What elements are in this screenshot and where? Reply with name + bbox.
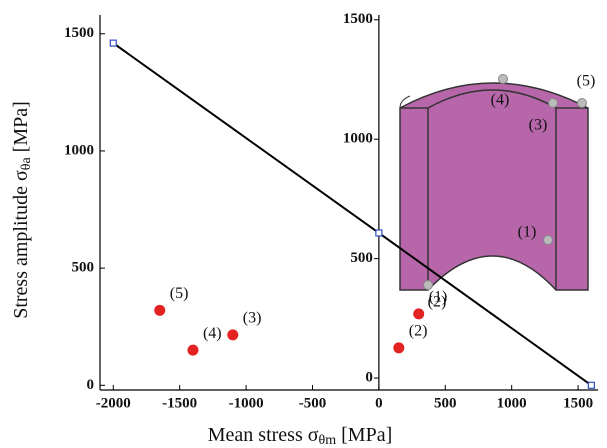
inset-label: (4) [491,92,510,109]
point-label: (1) [429,289,448,306]
y2-tick-label: 1500 [343,11,373,27]
point [154,304,166,316]
y-tick-label: 1000 [64,142,94,158]
y-tick-label: 500 [72,260,95,276]
point-label: (3) [243,310,262,327]
point-label: (2) [409,322,428,339]
point [227,329,239,341]
line-marker [109,39,117,47]
inset-point [548,98,558,108]
x-axis-label: Mean stress σθm [MPa] [208,424,392,448]
point-label: (5) [170,285,189,302]
inset-label: (2) [428,294,447,311]
inset-point [543,235,553,245]
line-marker [375,229,383,237]
y2-tick-label: 0 [365,369,373,385]
inset-point [577,98,587,108]
x-tick-label: 0 [375,395,383,411]
y-tick-label: 0 [87,377,95,393]
inset-label: (5) [577,73,596,90]
x-tick-label: -1000 [229,395,264,411]
x-tick-label: -2000 [96,395,131,411]
inset-label: (3) [529,117,548,134]
inset-label: (1) [518,224,537,241]
x-tick-label: -1500 [162,395,197,411]
x-tick-label: 1500 [563,395,593,411]
line-marker [587,381,595,389]
inset-cylinder [399,82,589,291]
inset-point [498,74,508,84]
x-tick-label: -500 [299,395,327,411]
point [393,342,405,354]
y2-tick-label: 500 [350,250,373,266]
point [413,308,425,320]
y-axis-label: Stress amplitude σθa [MPa] [10,101,35,319]
x-tick-label: 500 [434,395,457,411]
point [187,344,199,356]
y2-tick-label: 1000 [343,131,373,147]
inset-point [423,280,433,290]
point-label: (4) [203,325,222,342]
y-tick-label: 1500 [64,25,94,41]
x-tick-label: 1000 [497,395,527,411]
